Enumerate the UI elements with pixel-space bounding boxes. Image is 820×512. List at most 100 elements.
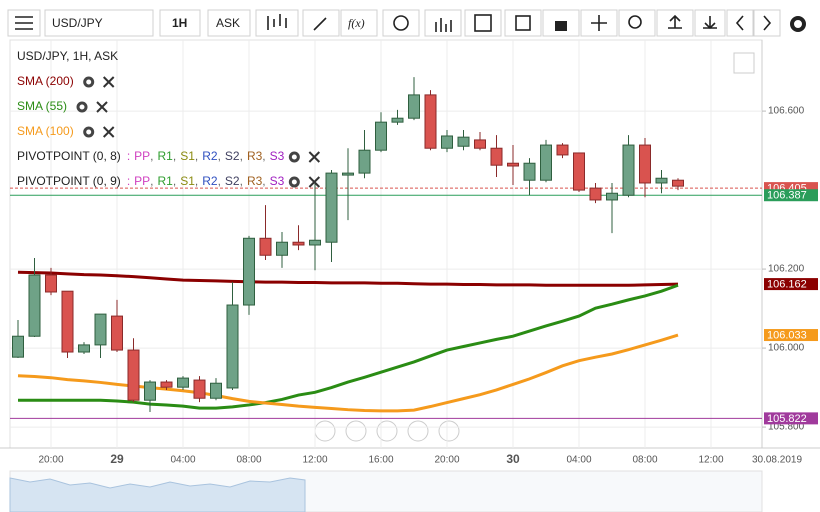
plot-layer: 105.800 106.000 106.200 106.600 20:00 29 04:00…: [10, 40, 818, 466]
sma-line: [17, 270, 679, 287]
download-icon: [703, 16, 717, 30]
x-tick-label: 30: [506, 452, 520, 466]
remove-icon[interactable]: [308, 151, 321, 163]
candle-body: [177, 377, 189, 388]
next-button[interactable]: [753, 9, 781, 37]
candle-body: [441, 135, 453, 149]
pivot-separator: ,: [262, 174, 265, 188]
price-marker: [764, 278, 818, 291]
pivot-legend: PIVOTPOINT (0, 8): [17, 149, 121, 163]
candle-body: [523, 162, 536, 181]
candle-body: [144, 381, 156, 401]
settings-icon[interactable]: [288, 176, 300, 188]
pivot-separator: ,: [218, 174, 221, 188]
x-tick-label: 29: [110, 452, 124, 466]
prev-icon: [735, 15, 744, 31]
remove-icon[interactable]: [102, 76, 115, 88]
pivot-level: R2: [202, 174, 218, 188]
x-tick-label: 08:00: [632, 455, 657, 466]
zoom-out-button[interactable]: [345, 420, 367, 442]
pivot-level: PP: [134, 149, 150, 163]
price-marker-label: 106.033: [767, 329, 807, 341]
candle-body: [61, 290, 74, 353]
candles-icon: [267, 14, 287, 30]
pivot-prefix: :: [127, 174, 130, 188]
info-button[interactable]: [382, 9, 420, 37]
scroll-left-button[interactable]: [314, 420, 336, 442]
remove-icon[interactable]: [308, 176, 321, 188]
price-marker-label: 105.822: [767, 413, 807, 425]
pivot-level: R3: [247, 149, 263, 163]
pivot-level: R2: [202, 149, 218, 163]
pivot-separator: ,: [150, 174, 153, 188]
pivot-level: S3: [270, 174, 285, 188]
pivot-level: S2: [225, 149, 240, 163]
zoom-icon: [628, 15, 642, 29]
candle-body: [160, 381, 173, 388]
prev-button[interactable]: [726, 9, 754, 37]
pivot-separator: ,: [173, 149, 176, 163]
candle-body: [342, 172, 354, 176]
chart-type-button[interactable]: [255, 9, 299, 37]
zoom-button[interactable]: [618, 9, 656, 37]
remove-icon[interactable]: [96, 101, 108, 113]
candle-body: [309, 239, 321, 246]
candle-body: [94, 313, 107, 346]
reset-button[interactable]: [376, 420, 398, 442]
candle-body: [375, 121, 387, 151]
pivot-level: R3: [247, 174, 263, 188]
calendar-icon: [474, 14, 492, 32]
side: ASK: [216, 16, 240, 30]
candle-body: [243, 237, 255, 306]
indicator-button[interactable]: [340, 9, 378, 37]
candle-body: [111, 315, 123, 351]
candle-body: [540, 144, 552, 181]
candle-body: [12, 335, 24, 358]
interval: 1H: [172, 16, 187, 30]
symbol: USD/JPY: [52, 16, 103, 30]
popout-button[interactable]: [733, 52, 755, 74]
interval-select[interactable]: [159, 9, 201, 37]
x-tick-label: 12:00: [302, 455, 327, 466]
zoom-in-button[interactable]: [407, 420, 429, 442]
settings-icon[interactable]: [76, 101, 88, 113]
candle-body: [639, 144, 651, 184]
candle-body: [276, 241, 288, 256]
candle-body: [292, 241, 305, 246]
x-tick-label: 04:00: [170, 455, 195, 466]
chart-title: USD/JPY, 1H, ASK: [17, 49, 118, 63]
remove-icon[interactable]: [102, 126, 115, 138]
navigation-buttons: [314, 420, 460, 442]
side-select[interactable]: [207, 9, 251, 37]
settings-button[interactable]: [790, 16, 806, 32]
sma-line: [18, 283, 679, 410]
settings-icon[interactable]: [288, 151, 300, 163]
candle-body: [391, 117, 404, 123]
settings-icon[interactable]: [83, 126, 95, 138]
volume-button[interactable]: [424, 9, 462, 37]
candle-body: [78, 344, 90, 353]
x-tick-label: 08:00: [236, 455, 261, 466]
pen-icon: [313, 17, 327, 31]
news-button[interactable]: [504, 9, 542, 37]
y-tick-label: 106.600: [768, 106, 805, 117]
legend-entry: SMA (200): [17, 74, 74, 88]
pivot-level: PP: [134, 174, 150, 188]
candle-body: [606, 192, 618, 201]
candle-body: [193, 379, 206, 399]
candle-body: [622, 144, 635, 196]
candle-body: [474, 139, 486, 149]
x-tick-label: 04:00: [566, 455, 591, 466]
settings-icon[interactable]: [83, 76, 95, 88]
calendar-button[interactable]: [464, 9, 502, 37]
price-marker: [764, 189, 818, 202]
pivot-level: S1: [180, 149, 195, 163]
symbol-select[interactable]: [44, 9, 154, 37]
pivot-separator: ,: [262, 149, 265, 163]
candle-body: [259, 237, 272, 256]
x-tick-label: 16:00: [368, 455, 393, 466]
scroll-right-button[interactable]: [438, 420, 460, 442]
y-tick-label: 105.800: [768, 422, 805, 433]
x-tick-label: 20:00: [434, 455, 459, 466]
candle-body: [45, 274, 57, 293]
